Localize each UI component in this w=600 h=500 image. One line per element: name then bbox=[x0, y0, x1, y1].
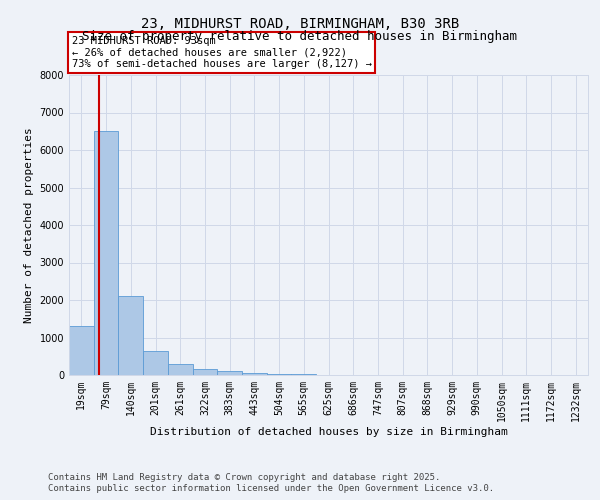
Bar bbox=[168, 364, 193, 375]
Bar bbox=[143, 350, 168, 375]
Bar bbox=[69, 326, 94, 375]
Text: 23 MIDHURST ROAD: 93sqm
← 26% of detached houses are smaller (2,922)
73% of semi: 23 MIDHURST ROAD: 93sqm ← 26% of detache… bbox=[71, 36, 371, 69]
Text: Size of property relative to detached houses in Birmingham: Size of property relative to detached ho… bbox=[83, 30, 517, 43]
Bar bbox=[94, 131, 118, 375]
Bar bbox=[217, 371, 242, 375]
Bar bbox=[118, 296, 143, 375]
Y-axis label: Number of detached properties: Number of detached properties bbox=[24, 127, 34, 323]
X-axis label: Distribution of detached houses by size in Birmingham: Distribution of detached houses by size … bbox=[149, 426, 508, 436]
Bar bbox=[193, 370, 217, 375]
Text: Contains HM Land Registry data © Crown copyright and database right 2025.: Contains HM Land Registry data © Crown c… bbox=[48, 472, 440, 482]
Bar bbox=[292, 374, 316, 375]
Bar bbox=[242, 373, 267, 375]
Text: 23, MIDHURST ROAD, BIRMINGHAM, B30 3RB: 23, MIDHURST ROAD, BIRMINGHAM, B30 3RB bbox=[141, 18, 459, 32]
Text: Contains public sector information licensed under the Open Government Licence v3: Contains public sector information licen… bbox=[48, 484, 494, 493]
Bar bbox=[267, 374, 292, 375]
